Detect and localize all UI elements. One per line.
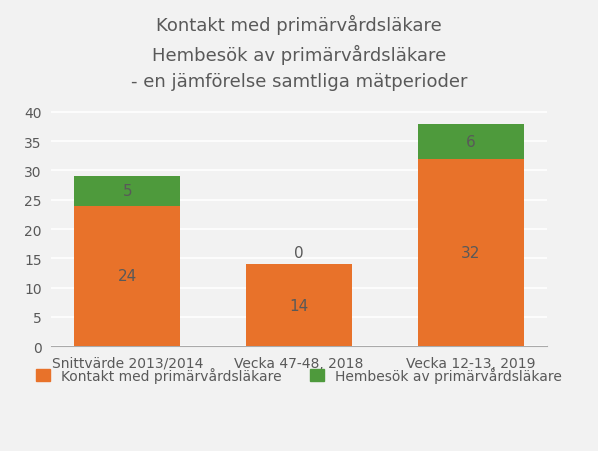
Bar xyxy=(246,265,352,346)
Text: 6: 6 xyxy=(466,134,475,149)
Text: 0: 0 xyxy=(294,245,304,261)
Bar xyxy=(74,177,181,206)
Text: 5: 5 xyxy=(123,184,132,199)
Text: 32: 32 xyxy=(461,245,480,260)
Text: 24: 24 xyxy=(118,269,137,284)
Bar xyxy=(417,159,524,346)
Title: Kontakt med primärvårdsläkare
Hembesök av primärvårdsläkare
- en jämförelse samt: Kontakt med primärvårdsläkare Hembesök a… xyxy=(131,15,467,91)
Text: 14: 14 xyxy=(289,298,309,313)
Legend: Kontakt med primärvårdsläkare, Hembesök av primärvårdsläkare: Kontakt med primärvårdsläkare, Hembesök … xyxy=(31,362,567,389)
Bar xyxy=(74,206,181,346)
Bar xyxy=(417,124,524,159)
